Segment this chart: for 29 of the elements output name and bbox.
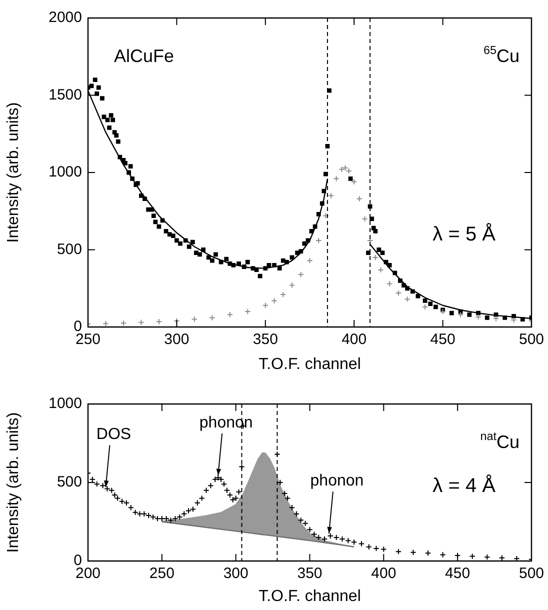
y-axis-title: Intensity (arb. units) <box>5 102 22 243</box>
annotation: λ = 4 Å <box>432 474 496 497</box>
x-tick-label: 500 <box>518 331 544 348</box>
x-tick-label: 500 <box>518 565 544 582</box>
y-tick-label: 500 <box>56 240 82 258</box>
x-tick-label: 250 <box>75 331 101 348</box>
x-tick-label: 450 <box>445 565 470 582</box>
annotation: λ = 5 Å <box>432 222 496 246</box>
x-tick-label: 400 <box>342 331 367 348</box>
x-axis-title: T.O.F. channel <box>258 588 361 605</box>
annotation: phonon <box>310 472 364 490</box>
x-tick-label: 350 <box>252 331 278 348</box>
x-tick-label: 450 <box>430 331 456 348</box>
x-tick-label: 300 <box>223 565 248 582</box>
y-tick-label: 2000 <box>48 9 82 26</box>
annotation: DOS <box>96 426 132 444</box>
annotation: phonon <box>199 414 253 432</box>
x-tick-label: 350 <box>297 565 322 582</box>
x-tick-label: 400 <box>371 565 396 582</box>
y-tick-label: 1000 <box>48 395 82 412</box>
y-tick-label: 1000 <box>48 164 82 181</box>
y-tick-label: 500 <box>56 474 82 491</box>
y-axis-title: Intensity (arb. units) <box>5 412 22 553</box>
annotation: AlCuFe <box>114 46 174 66</box>
y-tick-label: 1500 <box>48 86 82 104</box>
x-tick-label: 200 <box>75 565 101 582</box>
x-axis-title: T.O.F. channel <box>258 356 361 373</box>
x-tick-label: 300 <box>164 331 190 348</box>
x-tick-label: 250 <box>149 565 174 582</box>
